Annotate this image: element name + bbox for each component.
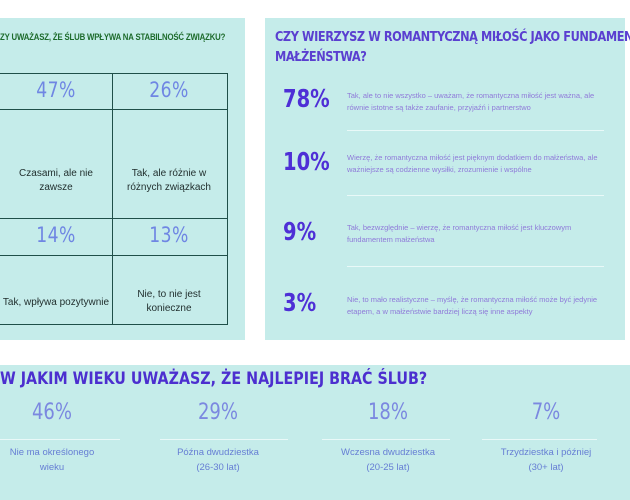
stat-label: Czasami, ale nie zawsze bbox=[19, 168, 93, 193]
age-label: (26-30 lat) bbox=[196, 462, 240, 473]
age-title: W JAKIM WIEKU UWAŻASZ, ŻE NAJLEPIEJ BRAĆ… bbox=[0, 369, 428, 389]
stability-panel: ZY UWAŻASZ, ŻE ŚLUB WPŁYWA NA STABILNOŚĆ… bbox=[0, 18, 245, 340]
age-panel: W JAKIM WIEKU UWAŻASZ, ŻE NAJLEPIEJ BRAĆ… bbox=[0, 365, 630, 500]
stat-label: Nie, to nie jest konieczne bbox=[137, 289, 201, 314]
grid-divider bbox=[0, 218, 227, 219]
answer-text: Wierzę, że romantyczna miłość jest piękn… bbox=[347, 153, 598, 174]
answer-text: Tak, ale to nie wszystko – uważam, że ro… bbox=[347, 91, 595, 112]
age-divider bbox=[0, 439, 120, 440]
age-percent: 29% bbox=[197, 400, 239, 425]
answer-percent: 3% bbox=[283, 288, 317, 317]
age-percent: 18% bbox=[367, 400, 409, 425]
age-percent: 46% bbox=[31, 400, 73, 425]
stat-percent: 26% bbox=[149, 78, 189, 102]
stability-title: ZY UWAŻASZ, ŻE ŚLUB WPŁYWA NA STABILNOŚĆ… bbox=[0, 32, 226, 43]
grid-divider-vertical bbox=[112, 74, 113, 324]
stat-percent: 47% bbox=[36, 78, 76, 102]
grid-divider bbox=[0, 255, 227, 256]
stat-percent: 13% bbox=[149, 223, 189, 247]
age-divider bbox=[322, 439, 450, 440]
stat-label: Tak, wpływa pozytywnie bbox=[2, 297, 110, 308]
romance-title: CZY WIERZYSZ W ROMANTYCZNĄ MIŁOŚĆ JAKO F… bbox=[275, 27, 630, 67]
age-divider bbox=[160, 439, 288, 440]
age-label: wieku bbox=[39, 462, 65, 473]
romance-title-line: MAŁŻEŃSTWA? bbox=[275, 49, 367, 65]
age-divider bbox=[482, 439, 597, 440]
row-divider bbox=[347, 195, 604, 196]
age-label: (30+ lat) bbox=[528, 462, 564, 473]
answer-percent: 10% bbox=[283, 147, 330, 176]
romance-panel: CZY WIERZYSZ W ROMANTYCZNĄ MIŁOŚĆ JAKO F… bbox=[265, 18, 630, 340]
romance-title-line: CZY WIERZYSZ W ROMANTYCZNĄ MIŁOŚĆ JAKO F… bbox=[275, 29, 630, 45]
row-divider bbox=[347, 130, 604, 131]
answer-percent: 9% bbox=[283, 217, 317, 246]
stability-grid: 47% 26% Czasami, ale nie zawsze Tak, ale… bbox=[0, 73, 228, 325]
age-label: Wczesna dwudziestka bbox=[341, 447, 435, 458]
answer-percent: 78% bbox=[283, 84, 330, 113]
age-label: Późna dwudziestka bbox=[177, 447, 259, 458]
age-label: Trzydziestka i później bbox=[500, 447, 592, 458]
stat-label: Tak, ale różnie w różnych związkach bbox=[127, 168, 211, 193]
age-label: (20-25 lat) bbox=[366, 462, 410, 473]
answer-text: Nie, to mało realistyczne – myślę, że ro… bbox=[347, 295, 598, 316]
answer-text: Tak, bezwzględnie – wierzę, że romantycz… bbox=[347, 223, 572, 244]
age-percent: 7% bbox=[531, 400, 561, 425]
row-divider bbox=[347, 266, 604, 267]
stat-percent: 14% bbox=[36, 223, 76, 247]
age-label: Nie ma określonego bbox=[9, 447, 95, 458]
grid-divider bbox=[0, 109, 227, 110]
